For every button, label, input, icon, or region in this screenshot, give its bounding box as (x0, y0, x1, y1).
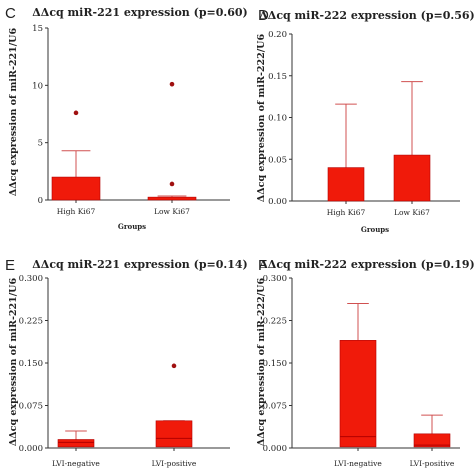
outlier-point (169, 181, 175, 187)
panel-c: C ΔΔcq miR-221 expression (p=0.60) ΔΔcq … (5, 5, 248, 231)
y-tick-label: 0.300 (263, 274, 287, 284)
panel-f-title: ΔΔcq miR-222 expression (p=0.19) (259, 258, 474, 271)
y-tick-label: 0.225 (19, 317, 43, 327)
y-tick-label: 0.10 (268, 114, 287, 124)
x-tick-label: LVI-positive (152, 459, 197, 468)
y-tick-label: 0.075 (19, 402, 43, 412)
y-tick-label: 0.225 (263, 317, 287, 327)
panel-c-title: ΔΔcq miR-221 expression (p=0.60) (32, 6, 247, 19)
y-tick-label: 15 (32, 24, 43, 34)
panel-d-title: ΔΔcq miR-222 expression (p=0.56) (259, 9, 474, 22)
x-tick-label: LVI-positive (410, 459, 455, 468)
x-tick-label: Low Ki67 (394, 208, 430, 217)
box (339, 340, 377, 448)
y-tick-label: 5 (38, 139, 43, 149)
panel-e: E ΔΔcq miR-221 expression (p=0.14) ΔΔcq … (5, 257, 248, 468)
x-tick-label: Low Ki67 (154, 207, 190, 216)
y-tick-label: 0.05 (268, 155, 287, 165)
panel-f: F ΔΔcq miR-222 expression (p=0.19) ΔΔcq … (256, 257, 474, 468)
panel-d-ylabel: ΔΔcq expression of miR-222/U6 (256, 34, 267, 203)
panel-c-ylabel: ΔΔcq expression of miR-221/U6 (8, 28, 19, 197)
x-tick-label: LVI-negative (52, 459, 100, 468)
y-tick-label: 0.15 (268, 72, 287, 82)
panel-d-letter: D (258, 7, 269, 24)
panel-e-letter: E (5, 257, 15, 274)
y-tick-label: 0.00 (268, 197, 287, 207)
x-tick-label: LVI-negative (334, 459, 382, 468)
box (57, 439, 95, 448)
panel-d-plot: 0.00 0.05 0.10 0.15 0.20 High Ki67 Low Ki67 (268, 30, 460, 217)
y-tick-label: 0 (38, 196, 43, 206)
bar (327, 167, 365, 202)
panel-e-plot: 0.000 0.075 0.150 0.225 0.300 LVI-negative LVI… (19, 274, 230, 468)
panel-d-xlabel: Groups (361, 225, 389, 234)
y-tick-label: 0.075 (263, 402, 287, 412)
panel-c-xlabel: Groups (118, 222, 146, 231)
y-tick-label: 0.20 (268, 30, 287, 40)
box (413, 433, 451, 448)
y-tick-label: 0.000 (19, 444, 43, 454)
y-tick-label: 0.150 (263, 359, 287, 369)
panel-f-plot: 0.000 0.075 0.150 0.225 0.300 LVI-negative LVI… (263, 274, 460, 468)
outlier-point (73, 110, 79, 116)
panel-e-ylabel: ΔΔcq expression of miR-221/U6 (8, 278, 19, 447)
panel-c-plot: 0 5 10 15 High Ki67 Low Ki67 (32, 24, 230, 216)
x-tick-label: High Ki67 (327, 208, 366, 217)
panel-e-title: ΔΔcq miR-221 expression (p=0.14) (32, 258, 247, 271)
panel-d: D ΔΔcq miR-222 expression (p=0.56) ΔΔcq … (256, 7, 474, 234)
outlier-point (169, 81, 175, 87)
panel-f-letter: F (258, 257, 267, 274)
y-tick-label: 0.150 (19, 359, 43, 369)
bar (393, 154, 431, 202)
y-tick-label: 10 (32, 81, 43, 91)
bar (147, 196, 197, 201)
x-tick-label: High Ki67 (57, 207, 96, 216)
y-tick-label: 0.300 (19, 274, 43, 284)
panel-f-ylabel: ΔΔcq expression of miR-222/U6 (256, 278, 267, 447)
bar (51, 176, 101, 201)
box (155, 420, 193, 448)
y-tick-label: 0.000 (263, 444, 287, 454)
panel-c-letter: C (5, 5, 16, 22)
outlier-point (171, 363, 177, 369)
